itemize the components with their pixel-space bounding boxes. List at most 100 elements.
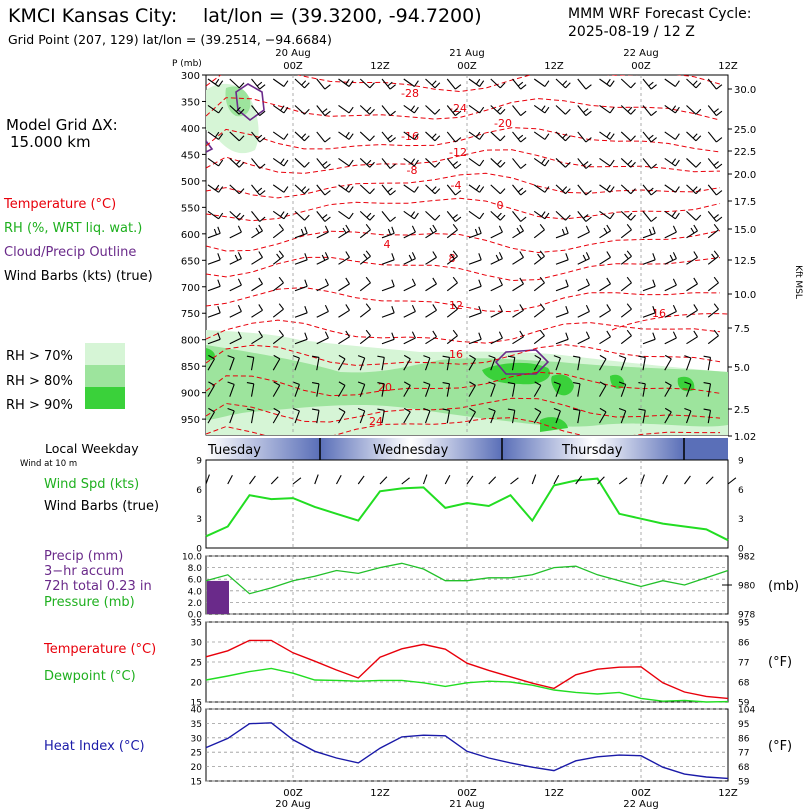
- wind-barb-flag: [442, 382, 450, 385]
- wind-barb: [599, 411, 607, 424]
- wind-barb: [338, 131, 350, 140]
- wind-barb-flag: [389, 84, 396, 90]
- p-axis-title: P (mb): [172, 59, 202, 69]
- wind-barb-flag: [235, 212, 241, 218]
- pressure-label: Pressure (mb): [44, 595, 135, 610]
- wind-barb-flag: [496, 106, 502, 112]
- wind-barb-flag: [741, 213, 745, 219]
- wind-barb: [533, 210, 546, 220]
- wind-barb: [251, 105, 261, 116]
- wind-barb: [403, 131, 415, 140]
- top-date-label: 21 Aug: [449, 48, 484, 59]
- height-tick-label: 1.02: [734, 432, 756, 443]
- wind-barb-flag: [246, 355, 254, 358]
- isotherm-line: [206, 256, 721, 282]
- wind-barb-flag: [322, 161, 328, 166]
- wind-barb-flag: [499, 188, 506, 195]
- pressure-tick-label: 982: [738, 553, 755, 563]
- wind-barb-flag: [544, 133, 550, 140]
- wind-barb: [316, 131, 326, 143]
- wind-barb-flag: [499, 82, 506, 89]
- wind-barb: [251, 184, 261, 196]
- wind-barb-flag: [478, 253, 482, 260]
- wind-barb: [620, 78, 632, 89]
- wind-barb-flag: [410, 211, 416, 217]
- wind-barb-flag: [324, 137, 331, 143]
- wind-barb-flag: [695, 161, 702, 168]
- wind-barb: [446, 383, 451, 397]
- y-tick-label: 30: [191, 734, 203, 744]
- wind-barb-flag: [227, 407, 235, 412]
- wind-barb-flag: [498, 278, 503, 286]
- wind-barb-flag: [498, 331, 503, 339]
- wind-barb: [359, 78, 371, 89]
- wind-barb-flag: [652, 306, 656, 313]
- wind-barb-flag: [562, 133, 568, 139]
- wind-barb-flag: [498, 225, 503, 233]
- wind-barb-flag: [452, 276, 458, 284]
- panel-precip: 0.0 2.0 4.06.0 8.010.0 978 980 982 (mb): [182, 553, 799, 621]
- wind-barb-flag: [377, 408, 385, 411]
- wind-barb-flag: [423, 381, 431, 385]
- isotherm-label: 24: [369, 415, 383, 428]
- wind-barb-flag: [519, 251, 524, 258]
- wind-barb: [424, 357, 431, 371]
- wind-barb-flag: [234, 254, 239, 261]
- wind-barb-flag: [369, 135, 375, 142]
- wind-barb-flag: [366, 106, 372, 112]
- isotherm-line: [206, 319, 721, 344]
- wind-barb-flag: [599, 354, 607, 360]
- dew-label: Dewpoint (°C): [44, 669, 136, 684]
- wind-barb: [599, 358, 607, 371]
- wind-barb: [490, 337, 503, 345]
- wind-barb: [250, 383, 255, 397]
- wind-barb: [207, 259, 221, 265]
- wind-barb-flag: [218, 80, 224, 87]
- wind-barb: [642, 285, 656, 292]
- wind-barb: [207, 385, 215, 397]
- wind-barb-flag: [363, 253, 368, 260]
- wind-barb: [272, 105, 285, 114]
- y-tick-label: 15: [191, 778, 202, 788]
- wind-barb-flag: [312, 355, 320, 358]
- wind-barb: [686, 184, 697, 195]
- wind-barb-flag: [413, 106, 419, 114]
- wind-barb-flag: [432, 277, 437, 285]
- y-tick-label: 35: [191, 619, 202, 629]
- wind-barb-flag: [520, 216, 527, 222]
- wind-barb-flag: [217, 306, 221, 313]
- wind-barb: [468, 259, 482, 265]
- temp-label: Temperature (°C): [43, 642, 156, 657]
- wind-barb-flag: [585, 304, 590, 312]
- wind-barb: [359, 229, 371, 239]
- height-tick-label: 17.5: [734, 197, 756, 208]
- wind-barb-flag: [238, 161, 245, 168]
- wind-barb-flag: [479, 212, 485, 220]
- wind-barb: [533, 184, 546, 193]
- wind-barb-flag: [411, 252, 416, 259]
- wind-barb-flag: [348, 106, 354, 114]
- isotherm-label: -4: [451, 179, 462, 192]
- wind-barb-flag: [650, 216, 657, 222]
- wind-barb: [533, 385, 542, 397]
- wind-barb-flag: [387, 81, 393, 87]
- rh80-upper: [225, 86, 251, 117]
- wind-barb: [294, 78, 305, 89]
- wind-barb: [251, 256, 263, 265]
- wind-barb: [511, 383, 516, 397]
- wind-barb-flag: [674, 80, 680, 87]
- wind-barb-flag: [479, 186, 485, 193]
- wind-barb: [359, 308, 371, 318]
- wind-barb: [294, 410, 300, 424]
- wind-barb: [403, 311, 416, 318]
- wind-barb-flag: [716, 190, 723, 196]
- wind-barb: [338, 210, 350, 220]
- wind-barb-flag: [300, 228, 305, 235]
- y-tick-label: 6: [196, 486, 202, 496]
- wind-barb-flag: [541, 105, 546, 111]
- wind-barb-flag: [258, 251, 263, 258]
- wind-barb-flag: [218, 159, 224, 167]
- wind-barb-flag: [324, 304, 329, 312]
- rh70-label: RH > 70%: [6, 349, 73, 364]
- wind-barb-flag: [618, 407, 626, 412]
